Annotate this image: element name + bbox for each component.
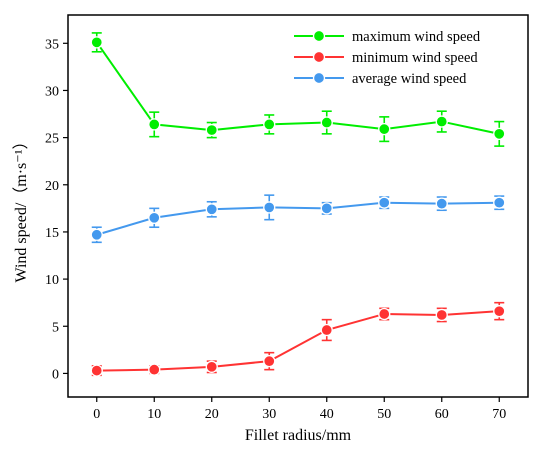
average-data-point (435, 197, 448, 210)
plot-frame (67, 14, 529, 398)
minimum-data-point (378, 307, 391, 321)
average-data-point (148, 211, 161, 224)
minimum-data-point (320, 323, 333, 337)
minimum-data-point (90, 364, 103, 377)
x-tick-label: 0 (93, 407, 100, 422)
x-tick-label: 20 (205, 407, 219, 422)
maximum-data-point (263, 118, 276, 131)
minimum-legend-label: minimum wind speed (352, 50, 478, 66)
y-axis-title: Wind speed/（m·s⁻¹） (12, 133, 30, 282)
maximum-series-line (95, 41, 500, 135)
x-tick-label: 30 (262, 407, 276, 422)
x-tick-label: 40 (320, 407, 334, 422)
minimum-data-point (435, 308, 448, 322)
average-series-line (96, 201, 500, 236)
minimum-data-point (148, 363, 161, 376)
average-data-point (493, 196, 506, 209)
maximum-data-point (378, 122, 391, 136)
x-tick-label: 10 (147, 407, 161, 422)
x-tick-label: 50 (377, 407, 391, 422)
legend: maximum wind speed minimum wind speed aver… (294, 29, 481, 87)
minimum-legend-marker (312, 50, 326, 64)
y-tick-label: 25 (45, 132, 59, 147)
maximum-data-point (493, 127, 506, 140)
average-data-point (90, 228, 103, 241)
x-tick-label: 60 (435, 407, 449, 422)
minimum-data-point (263, 355, 276, 368)
maximum-data-point (435, 115, 448, 128)
average-data-point (320, 202, 333, 215)
series-layer (90, 32, 506, 377)
minimum-data-point (493, 305, 506, 318)
average-legend-marker (312, 71, 326, 85)
average-data-point (205, 203, 218, 216)
y-tick-label: 0 (52, 367, 59, 382)
maximum-legend-label: maximum wind speed (352, 29, 481, 45)
y-tick-label: 20 (45, 179, 59, 194)
y-tick-label: 5 (52, 320, 59, 335)
minimum-series-line (96, 310, 500, 372)
y-tick-label: 10 (45, 273, 59, 288)
maximum-data-point (148, 118, 161, 131)
maximum-data-point (90, 36, 103, 49)
minimum-data-point (205, 360, 218, 373)
x-tick-label: 70 (492, 407, 506, 422)
average-data-point (378, 196, 391, 209)
y-tick-label: 15 (45, 226, 59, 241)
maximum-data-point (205, 123, 218, 137)
x-axis-title: Fillet radius/mm (245, 427, 352, 444)
average-data-point (263, 201, 276, 214)
average-legend-label: average wind speed (352, 71, 467, 87)
maximum-data-point (320, 116, 333, 129)
y-tick-label: 30 (45, 84, 59, 99)
maximum-legend-marker (312, 29, 326, 43)
y-tick-label: 35 (45, 37, 59, 52)
tick-layer: 0 10 20 30 40 50 60 70 0 5 10 15 20 25 30 35 (45, 37, 506, 422)
